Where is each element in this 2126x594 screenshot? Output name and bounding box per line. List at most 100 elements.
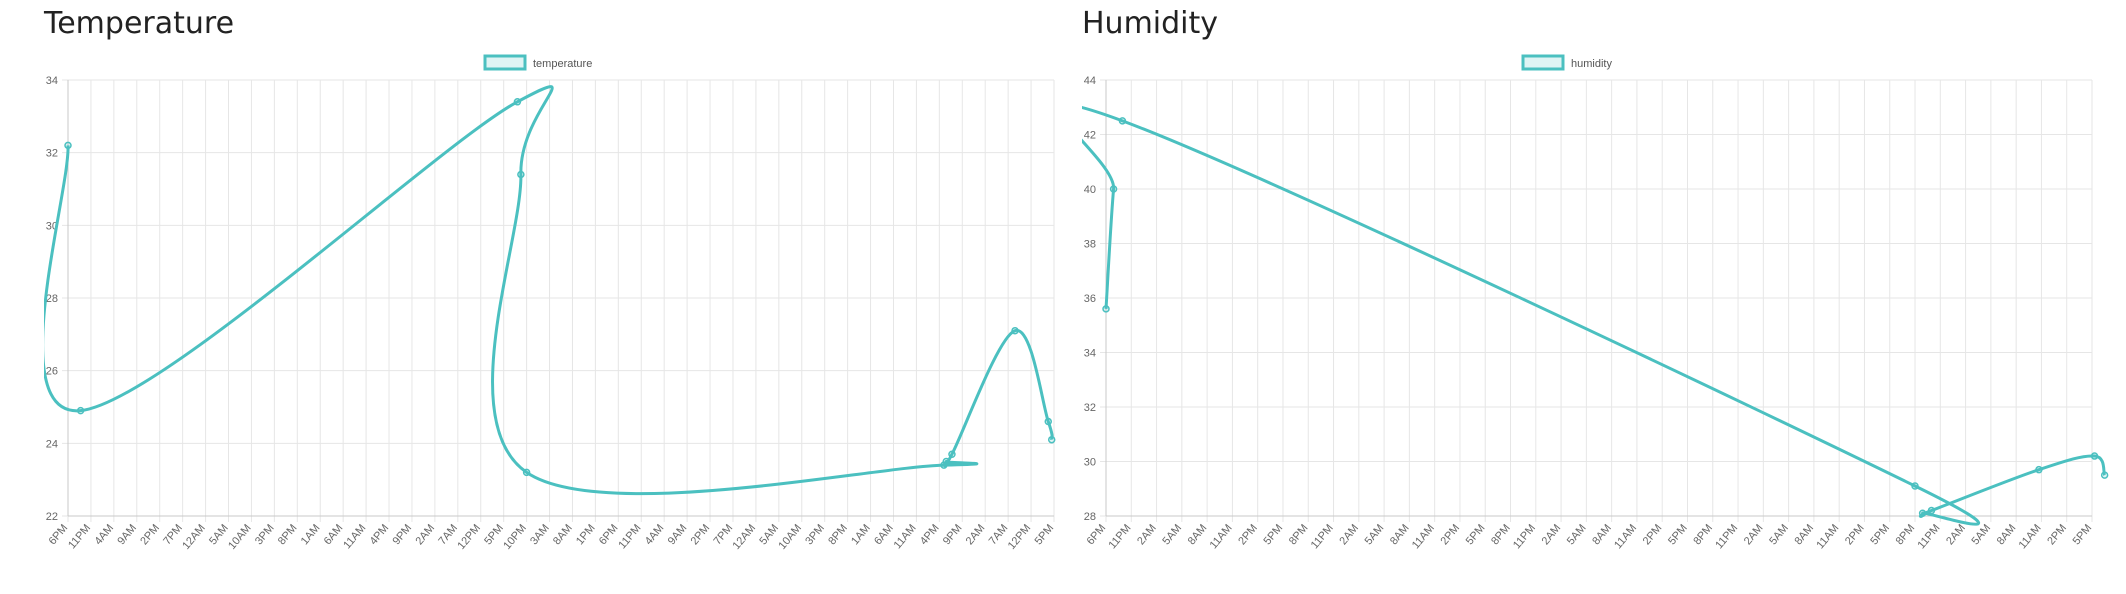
x-tick-label: 5PM	[1464, 522, 1488, 547]
x-tick-label: 5AM	[1160, 522, 1184, 547]
data-point[interactable]	[517, 170, 525, 179]
x-tick-label: 2AM	[964, 522, 988, 547]
data-point[interactable]	[1011, 326, 1019, 335]
x-tick-label: 9PM	[941, 522, 965, 547]
data-point[interactable]	[76, 406, 85, 415]
x-tick-label: 4PM	[918, 522, 942, 547]
x-tick-label: 2PM	[1641, 522, 1665, 547]
y-tick-label: 36	[1084, 293, 1096, 305]
x-tick-label: 3PM	[803, 522, 827, 547]
x-tick-label: 5PM	[1666, 522, 1690, 547]
x-tick-label: 11PM	[616, 522, 643, 551]
y-tick-label: 44	[1084, 75, 1096, 87]
x-tick-label: 1AM	[849, 522, 873, 547]
y-tick-label: 24	[46, 438, 58, 450]
y-tick-label: 34	[1084, 348, 1096, 360]
data-point[interactable]	[2100, 471, 2109, 479]
x-tick-label: 5PM	[2071, 522, 2095, 547]
x-tick-label: 2AM	[1337, 522, 1361, 547]
legend[interactable]: humidity	[1521, 54, 1612, 71]
x-tick-label: 2PM	[689, 522, 713, 547]
x-tick-label: 11AM	[1410, 522, 1437, 551]
x-tick-label: 11PM	[1511, 522, 1538, 551]
x-tick-label: 2PM	[1439, 522, 1463, 547]
data-point[interactable]	[513, 98, 522, 106]
x-tick-label: 10AM	[226, 522, 254, 552]
x-tick-label: 11PM	[1309, 522, 1336, 551]
x-tick-label: 4PM	[368, 522, 392, 547]
x-tick-label: 11AM	[892, 522, 919, 551]
x-tick-label: 8AM	[551, 522, 575, 547]
x-tick-label: 8PM	[1287, 522, 1311, 547]
data-point[interactable]	[1911, 482, 1919, 490]
data-point[interactable]	[948, 450, 956, 458]
x-tick-label: 2AM	[413, 522, 437, 547]
x-tick-label: 5AM	[1969, 522, 1993, 547]
y-tick-label: 42	[1084, 130, 1096, 142]
x-tick-label: 8PM	[1894, 522, 1918, 547]
data-point[interactable]	[1044, 417, 1053, 426]
x-tick-label: 12PM	[455, 522, 483, 552]
data-point[interactable]	[522, 468, 531, 477]
data-point[interactable]	[1047, 435, 1056, 444]
x-tick-label: 5PM	[1262, 522, 1286, 547]
x-tick-label: 2AM	[1944, 522, 1968, 547]
x-tick-label: 3PM	[253, 522, 277, 547]
x-tick-label: 8PM	[1489, 522, 1513, 547]
data-point[interactable]	[1927, 506, 1936, 515]
legend-label: humidity	[1571, 58, 1612, 70]
x-tick-label: 2PM	[2045, 522, 2069, 547]
x-tick-label: 11AM	[1814, 522, 1841, 551]
x-tick-label: 8AM	[1388, 522, 1412, 547]
x-tick-label: 11AM	[1612, 522, 1639, 551]
x-tick-label: 4AM	[92, 522, 116, 547]
x-tick-label: 2AM	[1135, 522, 1159, 547]
x-tick-label: 1AM	[299, 522, 323, 547]
x-tick-label: 5AM	[1363, 522, 1387, 547]
x-tick-label: 11PM	[66, 522, 93, 551]
data-point[interactable]	[2090, 452, 2099, 460]
x-tick-label: 1PM	[574, 522, 598, 547]
x-tick-label: 8AM	[1792, 522, 1816, 547]
x-tick-label: 12PM	[1006, 522, 1034, 552]
x-tick-label: 11AM	[341, 522, 368, 551]
data-point[interactable]	[1918, 509, 1927, 518]
data-point[interactable]	[2035, 465, 2043, 474]
x-tick-label: 2AM	[1540, 522, 1564, 547]
y-tick-label: 22	[46, 511, 58, 523]
x-tick-label: 9AM	[115, 522, 139, 547]
data-point[interactable]	[942, 457, 950, 466]
x-tick-label: 3AM	[528, 522, 552, 547]
legend-label: temperature	[533, 58, 592, 70]
x-tick-label: 5PM	[1868, 522, 1892, 547]
y-tick-label: 38	[1084, 239, 1096, 251]
x-tick-label: 8AM	[1186, 522, 1210, 547]
y-tick-label: 40	[1084, 184, 1096, 196]
x-tick-label: 12AM	[731, 522, 759, 552]
y-tick-label: 32	[1084, 402, 1096, 414]
chart-title: Temperature	[44, 6, 235, 41]
data-point[interactable]	[1118, 117, 1127, 125]
data-point[interactable]	[1102, 305, 1110, 313]
x-tick-label: 2PM	[138, 522, 162, 547]
x-tick-label: 5AM	[1565, 522, 1589, 547]
data-point[interactable]	[1109, 185, 1118, 193]
y-tick-label: 26	[46, 366, 58, 378]
x-tick-label: 11AM	[1208, 522, 1235, 551]
legend-swatch	[1521, 54, 1565, 71]
x-tick-label: 4AM	[643, 522, 667, 547]
x-tick-label: 2AM	[1742, 522, 1766, 547]
y-tick-label: 28	[46, 293, 58, 305]
x-tick-label: 11PM	[1915, 522, 1942, 551]
series-line	[1082, 106, 2107, 526]
x-tick-label: 11PM	[1713, 522, 1740, 551]
y-tick-label: 28	[1084, 511, 1096, 523]
y-tick-label: 32	[46, 148, 58, 160]
y-tick-label: 34	[46, 75, 58, 87]
chart-title: Humidity	[1082, 6, 1219, 41]
x-tick-label: 8PM	[276, 522, 300, 547]
data-point[interactable]	[64, 141, 72, 150]
legend[interactable]: temperature	[483, 54, 592, 71]
x-tick-label: 8PM	[1691, 522, 1715, 547]
